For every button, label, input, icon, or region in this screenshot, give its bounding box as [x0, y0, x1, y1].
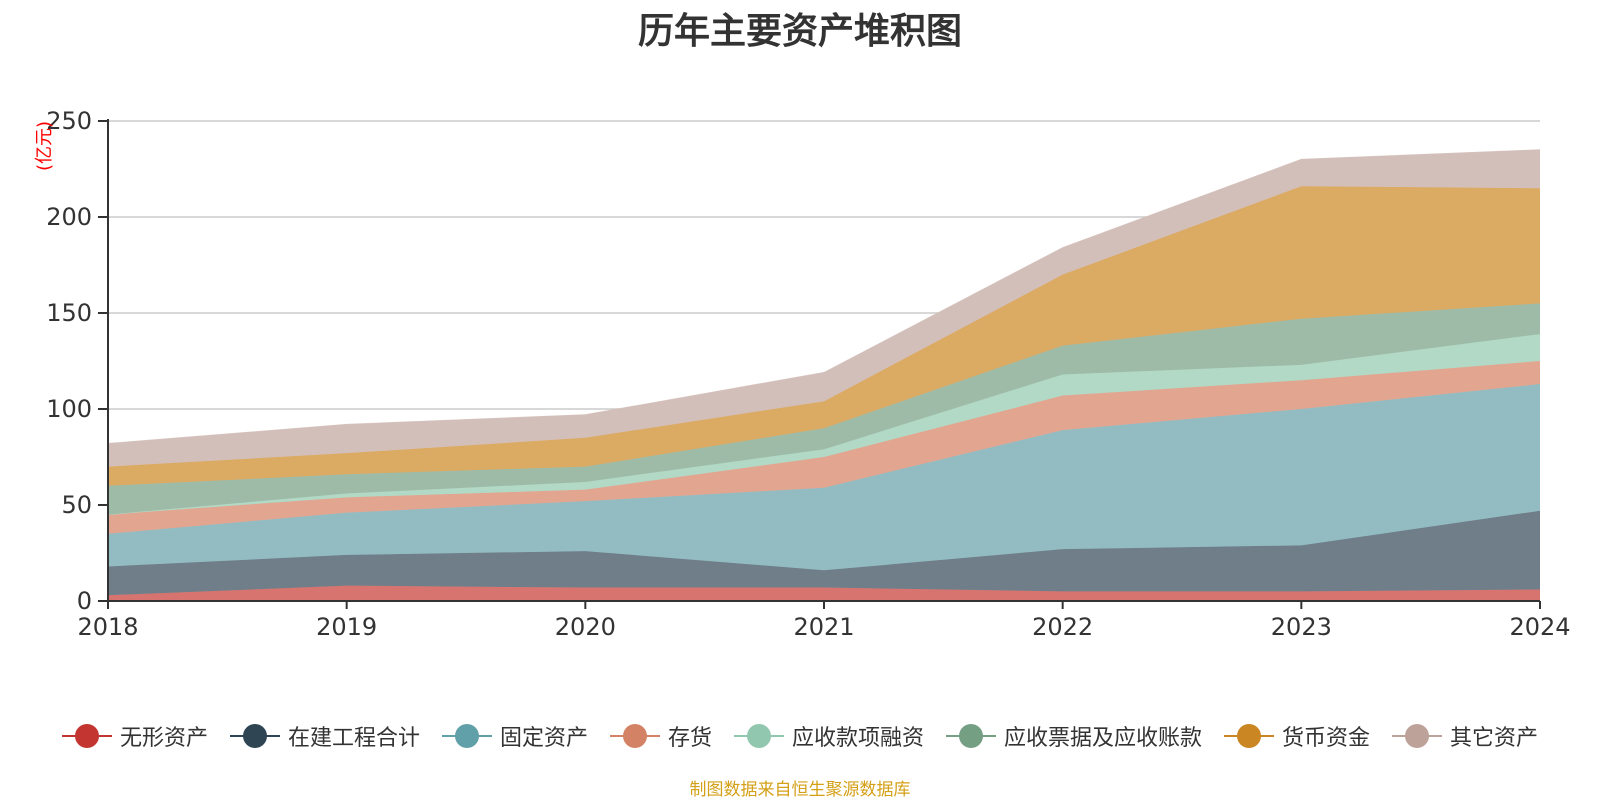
area-series-2 — [108, 384, 1540, 571]
legend-item-6[interactable]: 货币资金 — [1224, 720, 1370, 752]
x-tick-label-2: 2020 — [555, 613, 616, 641]
legend-item-1[interactable]: 在建工程合计 — [229, 720, 420, 752]
stacked-area-plot: 0 50 100 150 200 250 2018 2019 2020 2021 2022 2023 2… — [34, 107, 1571, 641]
series-line-7 — [107, 149, 1541, 445]
legend-label: 存货 — [667, 726, 712, 751]
x-tick-label-0: 2018 — [77, 613, 138, 641]
legend-marker-icon — [609, 723, 660, 749]
legend-marker-icon — [1392, 723, 1443, 749]
x-tick-label-1: 2019 — [316, 613, 377, 641]
legend-label: 应收款项融资 — [792, 726, 925, 751]
legend-label: 应收票据及应收账款 — [1004, 726, 1203, 751]
y-tick-label-2: 100 — [46, 395, 92, 423]
area-series-0 — [108, 585, 1540, 601]
legend-label: 货币资金 — [1282, 726, 1371, 751]
legend-item-3[interactable]: 存货 — [609, 720, 712, 752]
legend-item-5[interactable]: 应收票据及应收账款 — [946, 720, 1202, 752]
x-tick-label-4: 2022 — [1032, 613, 1093, 641]
legend-label: 固定资产 — [499, 726, 588, 751]
y-tick-label-1: 50 — [61, 491, 92, 519]
area-series-3 — [108, 361, 1540, 534]
area-series-7 — [108, 149, 1540, 467]
legend-marker-icon — [946, 723, 997, 749]
source-note: 制图数据来自恒生聚源数据库 — [689, 780, 911, 800]
chart-title: 历年主要资产堆积图 — [637, 11, 962, 52]
legend-item-4[interactable]: 应收款项融资 — [734, 720, 924, 752]
y-tick-label-4: 200 — [46, 203, 92, 231]
legend-label: 其它资产 — [1450, 726, 1539, 751]
legend-marker-icon — [441, 723, 492, 749]
area-series-1 — [108, 510, 1540, 596]
x-tick-label-3: 2021 — [793, 613, 854, 641]
y-tick-label-0: 0 — [77, 587, 92, 615]
x-tick-label-6: 2024 — [1509, 613, 1570, 641]
legend-marker-icon — [229, 723, 280, 749]
legend-item-2[interactable]: 固定资产 — [441, 720, 588, 752]
area-series-4 — [108, 334, 1540, 515]
area-series-5 — [108, 303, 1540, 515]
legend-label: 无形资产 — [119, 726, 208, 751]
legend-marker-icon — [1224, 723, 1275, 749]
y-tick-label-3: 150 — [46, 299, 92, 327]
legend-item-0[interactable]: 无形资产 — [61, 720, 208, 752]
legend-marker-icon — [734, 723, 784, 749]
x-tick-label-5: 2023 — [1271, 613, 1332, 641]
y-axis-unit: (亿元) — [34, 121, 55, 171]
legend: 无形资产 在建工程合计 固定资产 存货 应收款项融资 应收票据及应收账款 货币资金 其它资产 — [0, 718, 1600, 754]
legend-marker-icon — [61, 723, 112, 749]
legend-label: 在建工程合计 — [287, 726, 420, 751]
legend-item-7[interactable]: 其它资产 — [1392, 720, 1538, 752]
y-tick-label-5: 250 — [46, 107, 92, 135]
area-series-6 — [108, 186, 1540, 486]
